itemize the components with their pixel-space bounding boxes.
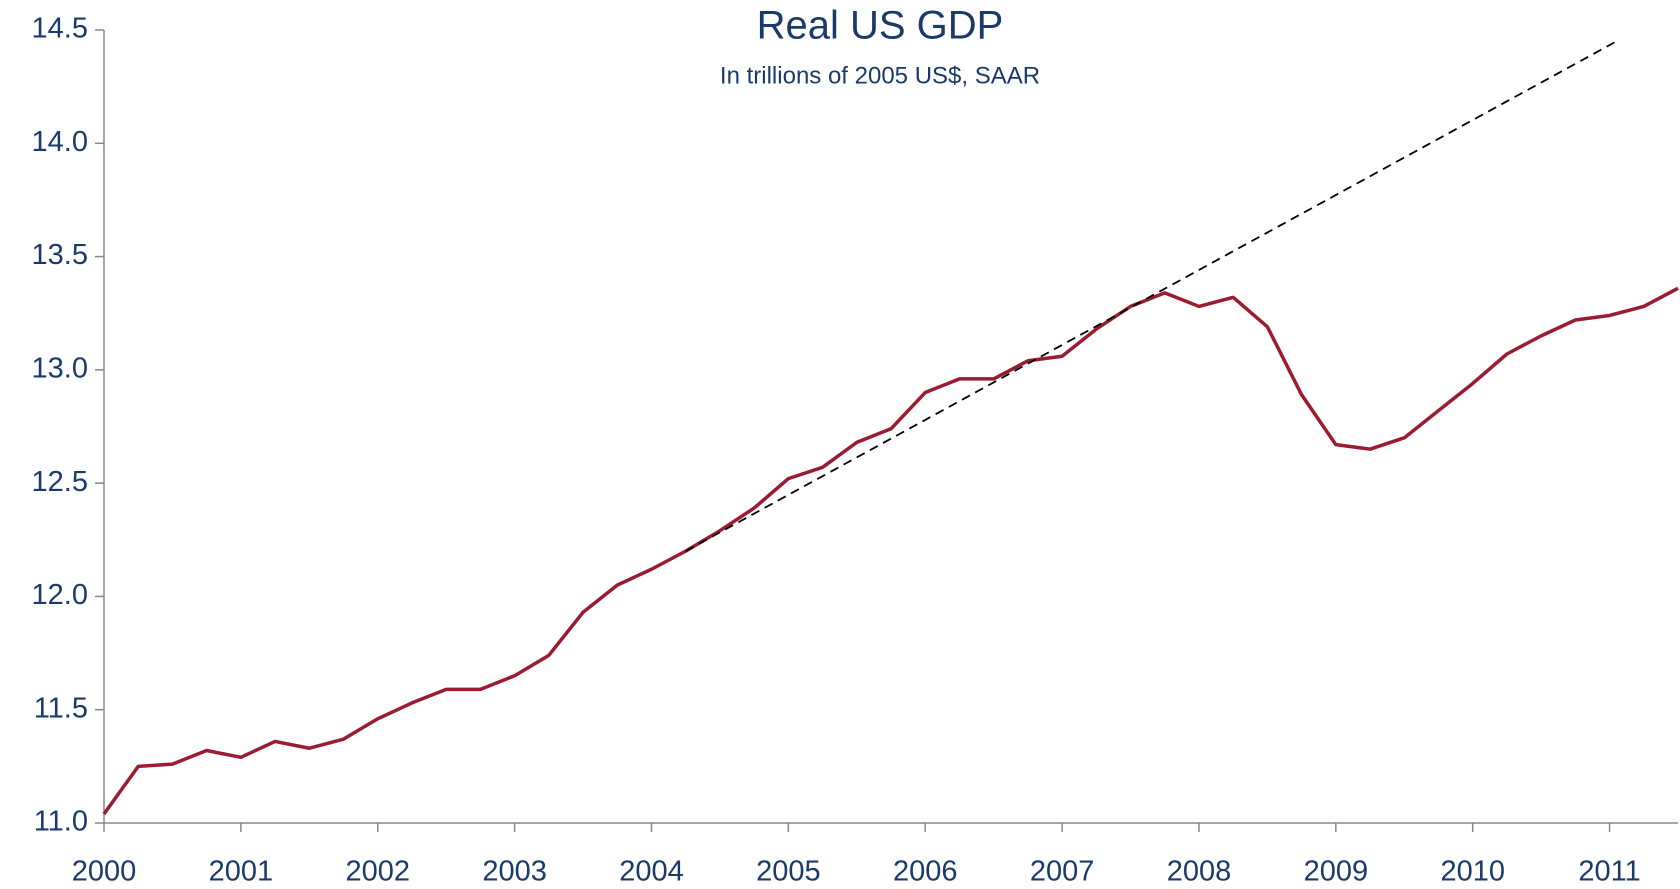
y-tick-label: 13.0 xyxy=(32,353,88,385)
chart-subtitle: In trillions of 2005 US$, SAAR xyxy=(720,62,1040,89)
x-tick-label: 2006 xyxy=(893,856,958,888)
chart-title: Real US GDP xyxy=(757,4,1004,48)
y-tick-label: 12.0 xyxy=(32,579,88,611)
x-tick-label: 2002 xyxy=(345,856,410,888)
y-tick-label: 14.0 xyxy=(32,126,88,158)
x-tick-label: 2010 xyxy=(1440,856,1505,888)
y-tick-label: 11.5 xyxy=(34,692,88,724)
trend-line xyxy=(685,40,1617,552)
y-tick-label: 13.5 xyxy=(32,239,88,271)
x-tick-label: 2000 xyxy=(72,856,137,888)
x-tick-label: 2004 xyxy=(619,856,684,888)
x-tick-label: 2005 xyxy=(756,856,821,888)
x-tick-label: 2007 xyxy=(1030,856,1095,888)
y-tick-label: 11.0 xyxy=(34,806,88,838)
x-tick-label: 2009 xyxy=(1304,856,1369,888)
gdp-line xyxy=(102,286,1679,815)
x-tick-label: 2008 xyxy=(1167,856,1232,888)
y-tick-label: 12.5 xyxy=(32,466,88,498)
x-tick-label: 2001 xyxy=(209,856,274,888)
y-tick-label: 14.5 xyxy=(32,13,88,45)
x-tick-label: 2011 xyxy=(1578,856,1640,888)
x-tick-label: 2003 xyxy=(482,856,547,888)
